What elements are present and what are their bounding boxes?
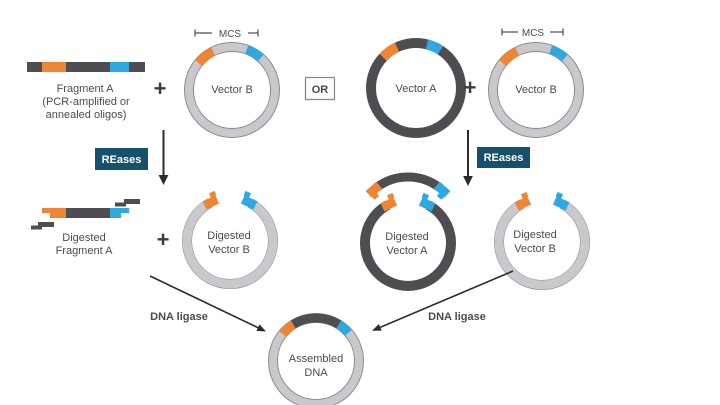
mcs-label-right: MCS — [522, 28, 545, 39]
ring-inner-outline — [193, 51, 271, 129]
mcs-bracket-right — [501, 28, 564, 36]
blue-junction — [336, 320, 352, 336]
ring-inner-outline — [497, 51, 575, 129]
digested-vector-b-label-2: Vector B — [208, 244, 250, 256]
plus-icon: + — [154, 76, 167, 101]
orange-junction — [279, 320, 296, 337]
assembled-dna-label-2: DNA — [304, 367, 328, 379]
digested-fragment-label-1: Digested — [62, 232, 105, 244]
arrow-head — [372, 324, 382, 331]
plasmid-ring-dark — [366, 38, 466, 138]
sticky-tip-blue — [433, 181, 451, 200]
digested-vector-b-left: Digested Vector B — [182, 190, 278, 290]
sticky-tip-orange — [514, 191, 532, 211]
dna-ligase-label-left: DNA ligase — [150, 311, 208, 323]
sticky-tip-orange — [380, 192, 398, 212]
arrow-head — [256, 324, 266, 332]
reases-box-frame — [95, 148, 148, 170]
plasmid-ring — [488, 42, 584, 138]
open-plasmid-ring — [182, 199, 278, 289]
fragment-a-backbone — [27, 62, 145, 72]
plus-icon: + — [157, 227, 170, 252]
ring-inner-outline — [277, 322, 355, 400]
vector-b-label: Vector B — [211, 84, 253, 96]
vector-a-label: Vector A — [396, 83, 438, 95]
sticky-tip-orange — [365, 181, 383, 200]
dna-ligase-label-right: DNA ligase — [428, 311, 486, 323]
mcs-bracket-left — [194, 29, 259, 37]
open-plasmid-ring — [494, 200, 590, 290]
fragment-a-label: Fragment A — [57, 83, 115, 95]
digested-vector-b-right: Digested Vector B — [494, 191, 590, 291]
reases-label: REases — [102, 154, 142, 166]
reases-box-frame — [477, 147, 530, 168]
assembled-dna-plasmid: Assembled DNA — [268, 313, 364, 405]
sticky-end-orange — [42, 208, 66, 218]
cut-piece-top-right — [115, 199, 140, 207]
digested-vector-b-label-2: Vector B — [514, 243, 556, 255]
fragment-a-orange-site — [42, 62, 66, 72]
orange-insert-site — [379, 42, 400, 61]
inserted-fragment-arc — [290, 313, 342, 329]
open-plasmid-ring-dark — [360, 200, 456, 291]
ring-outer-outline — [184, 42, 280, 138]
vector-a-plasmid: Vector A — [366, 38, 466, 138]
fragment-a-desc-1: (PCR-amplified or — [42, 96, 130, 108]
sticky-tip-blue — [552, 191, 570, 211]
digested-vector-b-label-1: Digested — [207, 230, 250, 242]
digested-vector-a-label-2: Vector A — [387, 245, 429, 257]
digested-vector-a: Digested Vector A — [360, 192, 456, 291]
orange-insert-site — [195, 47, 216, 66]
reases-label: REases — [484, 152, 524, 164]
or-box-frame — [304, 76, 336, 101]
reases-box-right: REases — [477, 147, 530, 168]
ligase-arrow-right — [372, 270, 514, 331]
ligase-arrow-left — [149, 275, 266, 332]
blue-insert-site — [425, 39, 444, 55]
blue-insert-site — [548, 45, 568, 62]
vector-b-label: Vector B — [515, 84, 557, 96]
vector-b-plasmid-left: Vector B — [184, 42, 280, 138]
digested-vector-a-label-1: Digested — [385, 231, 428, 243]
excised-mcs-fragment — [365, 172, 451, 200]
excised-arc — [373, 172, 443, 192]
sticky-tip-orange — [202, 190, 220, 210]
or-label: OR — [312, 84, 329, 96]
plasmid-ring — [184, 42, 280, 138]
plus-icon: + — [464, 75, 477, 100]
reases-arrow-right — [463, 130, 473, 186]
blue-insert-site — [244, 45, 264, 62]
fragment-a-blue-site — [110, 62, 129, 72]
vector-b-plasmid-right: Vector B — [488, 42, 584, 138]
cut-piece-bottom-left — [31, 222, 54, 230]
fragment-a-desc-2: annealed oligos) — [46, 109, 127, 121]
arrow-shaft — [379, 270, 514, 329]
sticky-tip-blue — [418, 192, 436, 212]
or-box: OR — [304, 76, 336, 101]
digested-vector-b-label-1: Digested — [513, 229, 556, 241]
assembled-dna-label-1: Assembled — [289, 353, 343, 365]
mcs-label-left: MCS — [219, 29, 242, 40]
arrow-head — [463, 176, 473, 186]
digested-fragment-a — [31, 199, 140, 230]
arrow-shaft — [149, 275, 259, 329]
arrow-head — [158, 175, 169, 185]
ring-outer-outline — [488, 42, 584, 138]
sticky-tip-blue — [240, 190, 258, 210]
fragment-a-bar — [27, 62, 145, 72]
orange-insert-site — [499, 47, 520, 66]
sticky-end-blue — [110, 208, 129, 218]
digested-fragment-label-2: Fragment A — [56, 245, 114, 257]
reases-box-left: REases — [95, 148, 148, 170]
fragment-body — [64, 208, 112, 218]
reases-arrow-left — [158, 130, 169, 185]
